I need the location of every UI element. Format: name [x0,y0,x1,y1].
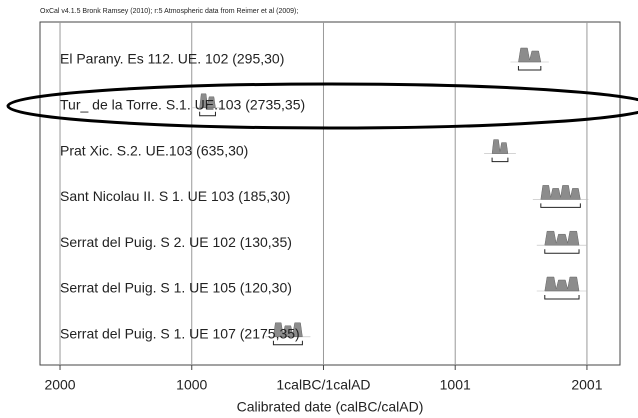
x-tick-label: 1001 [440,377,471,393]
distribution [540,185,581,200]
distribution [544,230,580,246]
range-bracket [544,295,580,300]
range-bracket [272,340,303,346]
x-tick-label: 1000 [176,377,207,393]
distribution [544,276,580,292]
range-bracket [540,203,581,208]
range-bracket [491,157,509,163]
x-tick-label: 1calBC/1calAD [276,377,370,393]
plot-frame [39,21,621,366]
header: OxCal v4.1.5 Bronk Ramsey (2010); r:5 At… [40,8,298,15]
sample-label: Sant Nicolau II. S 1. UE 103 (185,30) [60,188,290,204]
sample-label: Serrat del Puig. S 2. UE 102 (130,35) [60,234,292,250]
x-tick-label: 2001 [571,377,602,393]
range-bracket [517,66,542,71]
distribution [491,139,509,154]
distribution [518,47,542,63]
x-tick-label: 2000 [44,377,75,393]
range-bracket [199,111,216,117]
sample-label: Prat Xic. S.2. UE.103 (635,30) [60,142,248,158]
sample-label: Serrat del Puig. S 1. UE 105 (120,30) [60,280,292,296]
distribution [273,322,303,338]
highlight-ellipse [6,82,638,130]
range-bracket [544,249,580,254]
x-axis-label: Calibrated date (calBC/calAD) [237,399,424,415]
grid [59,22,588,370]
sample-label: Tur_ de la Torre. S.1. UE.103 (2735,35) [60,97,305,113]
sample-label: Serrat del Puig. S 1. UE 107 (2175,35) [60,326,300,342]
distribution [199,93,216,109]
marks [191,47,589,346]
sample-label: El Parany. Es 112. UE. 102 (295,30) [60,51,284,67]
